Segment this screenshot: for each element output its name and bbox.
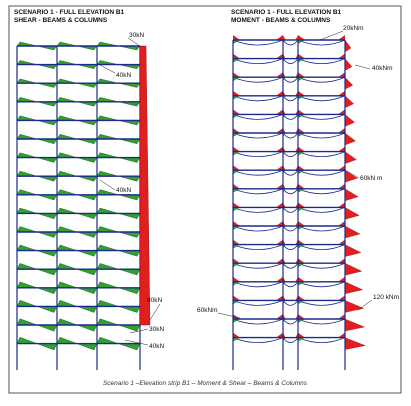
label: 40kN bbox=[116, 187, 131, 194]
label: 20kNm bbox=[343, 25, 364, 32]
label: 60kNm bbox=[197, 307, 218, 314]
title: SHEAR - BEAMS & COLUMNS bbox=[14, 17, 108, 24]
label: 40kN bbox=[116, 72, 131, 79]
label: 40kNm bbox=[372, 65, 393, 72]
label: 40kN bbox=[149, 343, 164, 350]
label: 30kN bbox=[149, 326, 164, 333]
label: 30kN bbox=[129, 32, 144, 39]
title: MOMENT - BEAMS & COLUMNS bbox=[231, 17, 331, 24]
label: 120 kNm bbox=[373, 294, 399, 301]
label: 80kN bbox=[147, 297, 162, 304]
caption: Scenario 1 –Elevation strip B1 – Moment … bbox=[103, 380, 308, 387]
title: SCENARIO 1 - FULL ELEVATION B1 bbox=[231, 9, 342, 16]
figure: SCENARIO 1 - FULL ELEVATION B1 SHEAR - B… bbox=[0, 0, 411, 401]
label: 60kN m bbox=[360, 175, 382, 182]
title: SCENARIO 1 - FULL ELEVATION B1 bbox=[14, 9, 125, 16]
